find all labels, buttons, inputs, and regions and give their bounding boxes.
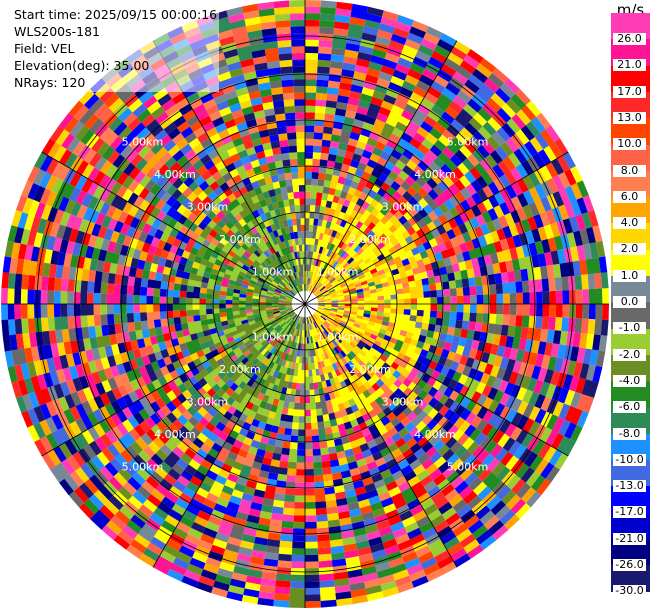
azimuth-spoke	[152, 303, 306, 568]
colorbar-tick-label: 8.0	[613, 164, 646, 177]
colorbar-tick-label: 1.0	[613, 269, 646, 282]
range-label: 5.00km	[122, 461, 164, 474]
field-text: Field: VEL	[14, 41, 75, 56]
range-label: 5.00km	[122, 135, 164, 148]
velocity-gates	[1, 14, 599, 608]
azimuth-spoke	[304, 303, 569, 457]
colorbar-tick-label: -26.0	[613, 559, 646, 571]
colorbar-tick-label: -13.0	[613, 480, 646, 493]
azimuth-spoke	[304, 40, 458, 305]
scan-info-panel: Start time: 2025/09/15 00:00:16 WLS200s-…	[12, 5, 220, 92]
colorbar-tick-label: 2.0	[613, 243, 646, 256]
colorbar-tick-label: 21.0	[613, 59, 646, 72]
range-labels: 1.00km 2.00km 3.00km 4.00km 5.00km 1.00km 2.00…	[122, 135, 489, 473]
range-label: 4.00km	[414, 168, 456, 181]
range-label: 3.00km	[382, 396, 424, 409]
site-name-text: WLS200s-181	[14, 24, 100, 39]
velocity-gates	[7, 7, 603, 585]
colorbar-tick-label: 0.0	[613, 296, 646, 308]
colorbar-tick-label: 6.0	[613, 190, 646, 203]
range-label: 2.00km	[349, 363, 391, 376]
radar-ppi-map: 1.00km 2.00km 3.00km 4.00km 5.00km 1.00km 2.00…	[1, 0, 610, 609]
range-label: 3.00km	[187, 396, 229, 409]
nrays-text: NRays: 120	[14, 75, 86, 90]
colorbar-tick-label: -21.0	[613, 532, 646, 545]
range-label: 1.00km	[317, 266, 359, 279]
colorbar-tick-label: 13.0	[613, 111, 646, 124]
colorbar-tick-label: -8.0	[613, 427, 646, 440]
colorbar-tick-label: 10.0	[613, 138, 646, 151]
range-label: 1.00km	[252, 266, 294, 279]
colorbar-tick-label: 17.0	[613, 85, 646, 98]
colorbar-tick-label: -10.0	[613, 453, 646, 466]
elevation-text: Elevation(deg): 35.00	[14, 58, 150, 73]
range-label: 4.00km	[414, 428, 456, 441]
azimuth-spoke	[304, 303, 458, 568]
azimuth-spokes	[1, 0, 609, 608]
range-label: 1.00km	[317, 331, 359, 344]
colorbar-tick-label: -1.0	[613, 322, 646, 335]
colorbar-legend: m/s 26.0 21.0 17.0 13.0 10.0 8.0 6.0 4.0 2.0 1.0 0…	[611, 0, 650, 610]
start-time-text: Start time: 2025/09/15 00:00:16	[14, 7, 218, 22]
colorbar-tick-label: -4.0	[613, 374, 646, 387]
colorbar-tick-label: -6.0	[613, 401, 646, 414]
range-label: 5.00km	[447, 135, 489, 148]
range-label: 3.00km	[382, 200, 424, 213]
range-label: 2.00km	[219, 363, 261, 376]
colorbar-tick-label: -2.0	[613, 348, 646, 361]
azimuth-spoke	[41, 151, 306, 305]
range-label: 4.00km	[154, 168, 196, 181]
colorbar-tick-label: -17.0	[613, 506, 646, 519]
colorbar-tick-label: 26.0	[613, 33, 646, 45]
azimuth-spoke	[41, 303, 306, 457]
range-label: 3.00km	[187, 200, 229, 213]
range-label: 1.00km	[252, 331, 294, 344]
range-label: 4.00km	[154, 428, 196, 441]
range-label: 2.00km	[349, 233, 391, 246]
velocity-gates	[8, 13, 609, 582]
range-label: 5.00km	[447, 461, 489, 474]
colorbar-tick-label: 4.0	[613, 217, 646, 230]
colorbar-tick-label: -30.0	[613, 585, 646, 598]
azimuth-spoke	[304, 151, 569, 305]
range-label: 2.00km	[219, 233, 261, 246]
velocity-gates	[11, 26, 606, 592]
